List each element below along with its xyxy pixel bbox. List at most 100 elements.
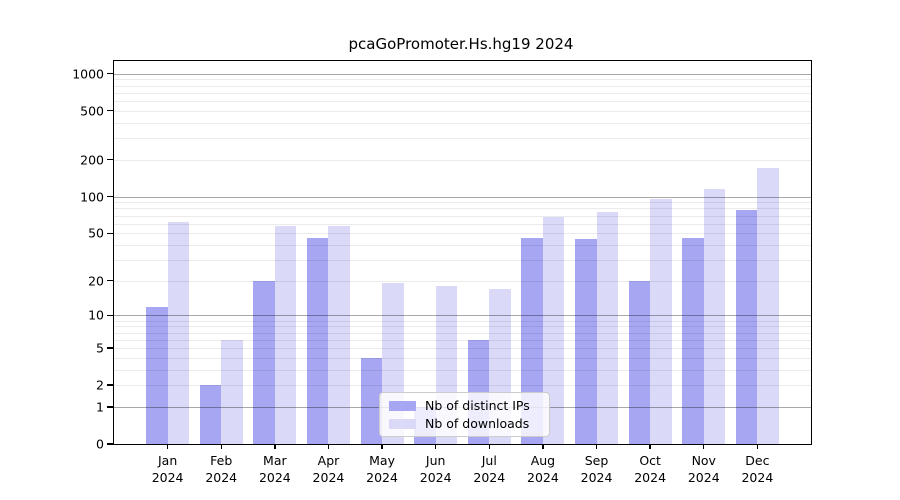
- y-tick-label: 2: [96, 377, 104, 393]
- legend-entry-downloads: Nb of downloads: [389, 416, 549, 431]
- y-tick-label: 0: [96, 436, 104, 452]
- x-tick: [542, 445, 544, 449]
- bar-distinct-ips: [253, 280, 275, 444]
- bar-downloads: [274, 226, 297, 444]
- x-tick: [327, 445, 330, 449]
- y-tick: [107, 195, 113, 198]
- x-tick-label: Oct 2024: [634, 452, 666, 486]
- x-tick-label-month: Sep: [584, 453, 609, 468]
- x-tick: [381, 445, 383, 449]
- x-tick: [274, 445, 276, 449]
- bar-distinct-ips: [307, 237, 329, 444]
- legend-label-downloads: Nb of downloads: [425, 416, 530, 431]
- x-tick-label-year: 2024: [258, 470, 291, 485]
- y-tick: [107, 384, 113, 386]
- bar-downloads: [596, 211, 618, 444]
- bar-distinct-ips: [146, 306, 168, 444]
- x-tick-label-month: Jan: [157, 453, 178, 468]
- x-tick-label-year: 2024: [634, 470, 667, 485]
- x-tick-label-month: Nov: [691, 453, 716, 468]
- x-tick-label: Sep 2024: [581, 452, 613, 486]
- x-tick: [756, 445, 759, 449]
- x-tick-label: Apr 2024: [313, 452, 345, 486]
- gridline-minor: [114, 85, 811, 87]
- gridline-major: [114, 73, 811, 75]
- bar-downloads: [757, 168, 779, 444]
- x-tick-label-year: 2024: [419, 470, 452, 485]
- gridline-minor: [114, 159, 811, 161]
- legend-swatch-downloads: [389, 418, 416, 429]
- x-tick-label-year: 2024: [205, 470, 238, 485]
- x-tick-label: Mar 2024: [259, 452, 291, 486]
- x-tick-label-year: 2024: [580, 470, 613, 485]
- bar-distinct-ips: [360, 357, 383, 444]
- chart-title: pcaGoPromoter.Hs.hg19 2024: [348, 35, 574, 53]
- legend-entry-distinct-ips: Nb of distinct IPs: [389, 398, 549, 413]
- y-tick: [107, 314, 113, 317]
- y-tick: [107, 110, 113, 112]
- x-tick-label: Jul 2024: [473, 452, 505, 486]
- x-tick-label: Jan 2024: [152, 452, 184, 486]
- x-tick: [488, 445, 490, 449]
- y-tick: [107, 280, 113, 282]
- bar-downloads: [650, 199, 672, 444]
- x-tick-label-month: Aug: [530, 453, 556, 468]
- x-tick-label-year: 2024: [151, 470, 184, 485]
- x-tick: [595, 445, 598, 449]
- x-tick-label-year: 2024: [527, 470, 559, 485]
- y-tick-label: 500: [80, 103, 104, 119]
- x-tick-label-year: 2024: [312, 470, 345, 485]
- y-tick: [107, 159, 113, 161]
- x-tick-label-month: Jun: [425, 453, 446, 468]
- x-tick-label-month: Oct: [639, 453, 661, 468]
- gridline-minor: [114, 92, 811, 94]
- plot-area: 0 1 2 5 10 20 50 100 200 500 1000 Jan 2024 Feb 2024 Mar…: [72, 60, 812, 485]
- bar-downloads: [703, 189, 726, 444]
- x-tick-label-year: 2024: [473, 470, 506, 485]
- x-tick: [220, 445, 222, 449]
- y-tick-label: 10: [88, 307, 104, 323]
- gridline-minor: [114, 79, 811, 81]
- legend: Nb of distinct IPs Nb of downloads: [379, 392, 550, 437]
- y-tick-label: 200: [80, 152, 104, 168]
- y-tick-label: 1: [96, 399, 104, 415]
- x-tick-label-year: 2024: [687, 470, 720, 485]
- y-tick: [107, 406, 113, 408]
- x-tick-label-month: Jul: [481, 453, 497, 468]
- gridline-minor: [114, 110, 811, 112]
- x-tick: [649, 445, 651, 449]
- bar-distinct-ips: [199, 385, 222, 444]
- y-tick: [107, 347, 113, 349]
- bar-distinct-ips: [628, 280, 651, 444]
- bar-distinct-ips: [735, 210, 758, 444]
- gridline-minor: [114, 122, 811, 124]
- gridline-minor: [114, 101, 811, 103]
- y-tick-label: 20: [88, 273, 104, 289]
- y-tick: [107, 72, 113, 75]
- y-tick: [107, 232, 113, 234]
- x-tick-label: Aug 2024: [527, 452, 559, 486]
- x-tick: [166, 445, 169, 449]
- legend-label-distinct-ips: Nb of distinct IPs: [425, 398, 530, 413]
- bar-downloads: [221, 339, 243, 444]
- y-tick-label: 50: [88, 225, 104, 241]
- x-tick-label-month: Mar: [263, 453, 287, 468]
- x-tick: [703, 445, 705, 449]
- x-tick: [434, 445, 437, 449]
- x-tick-label-month: Feb: [210, 453, 233, 468]
- bar-distinct-ips: [682, 237, 704, 444]
- x-tick-label: Nov 2024: [688, 452, 720, 486]
- bar-distinct-ips: [575, 238, 597, 444]
- x-tick-label: Feb 2024: [205, 452, 237, 486]
- y-tick: [107, 443, 113, 445]
- x-tick-label-year: 2024: [741, 470, 774, 485]
- x-tick-label-month: May: [369, 453, 395, 468]
- x-tick-label: May 2024: [366, 452, 398, 486]
- x-tick-label-month: Apr: [317, 453, 340, 468]
- y-tick-label: 1000: [72, 66, 104, 82]
- x-tick-label: Jun 2024: [420, 452, 452, 486]
- x-tick-label: Dec 2024: [741, 452, 773, 486]
- gridline-minor: [114, 138, 811, 140]
- y-tick-label: 5: [96, 340, 104, 356]
